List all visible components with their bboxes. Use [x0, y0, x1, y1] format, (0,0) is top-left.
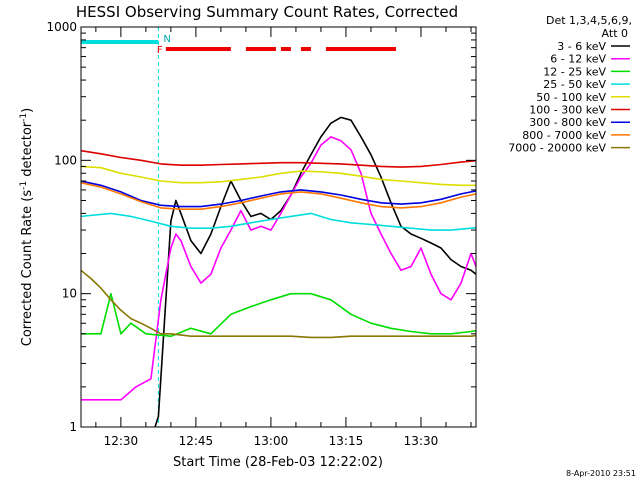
- y-tick-label: 1: [69, 420, 77, 434]
- x-tick-label: 13:30: [404, 434, 439, 448]
- x-tick-label: 13:00: [254, 434, 289, 448]
- x-tick-label: 13:15: [329, 434, 364, 448]
- y-axis-label-part: detector: [20, 121, 35, 181]
- x-axis-label: Start Time (28-Feb-03 12:22:02): [173, 455, 383, 470]
- legend-label: 100 - 300 keV: [529, 104, 606, 117]
- legend-label: 7000 - 20000 keV: [508, 142, 606, 155]
- legend-label: 12 - 25 keV: [543, 65, 606, 78]
- y-axis-label: Corrected Count Rate (s-1 detector-1): [19, 108, 35, 346]
- y-axis-label-part: ): [20, 108, 35, 113]
- series-line: [81, 181, 476, 210]
- legend-label: 300 - 800 keV: [529, 116, 606, 129]
- plot-frame: [80, 26, 477, 428]
- y-axis-label-part: Corrected Count Rate (s: [20, 190, 35, 347]
- series-line: [81, 269, 476, 339]
- series-line: [154, 116, 476, 427]
- series-line: [81, 149, 476, 168]
- y-axis-label-superscript: -1: [19, 113, 29, 122]
- y-tick-label: 10: [62, 287, 77, 301]
- night-flag-label: N: [163, 34, 170, 45]
- series-line: [81, 180, 476, 208]
- flare-flag-label: F: [157, 45, 163, 56]
- legend-label: 800 - 7000 keV: [522, 129, 606, 142]
- series-line: [81, 212, 476, 231]
- legend-header: Det 1,3,4,5,6,9,: [546, 14, 632, 27]
- legend-label: 50 - 100 keV: [536, 91, 606, 104]
- series-line: [81, 165, 476, 187]
- y-tick-label: 1000: [46, 20, 77, 34]
- chart-title: HESSI Observing Summary Count Rates, Cor…: [76, 3, 458, 21]
- series-line: [81, 292, 476, 337]
- series-line: [81, 136, 476, 401]
- x-tick-label: 12:45: [179, 434, 214, 448]
- legend-header: Att 0: [602, 27, 628, 40]
- y-tick-label: 100: [54, 153, 77, 167]
- legend-label: 3 - 6 keV: [557, 40, 606, 53]
- legend-label: 25 - 50 keV: [543, 78, 606, 91]
- y-axis-label-superscript: -1: [19, 181, 29, 190]
- legend-label: 6 - 12 keV: [550, 53, 606, 66]
- x-tick-label: 12:30: [104, 434, 139, 448]
- datestamp: 8-Apr-2010 23:51: [566, 469, 636, 478]
